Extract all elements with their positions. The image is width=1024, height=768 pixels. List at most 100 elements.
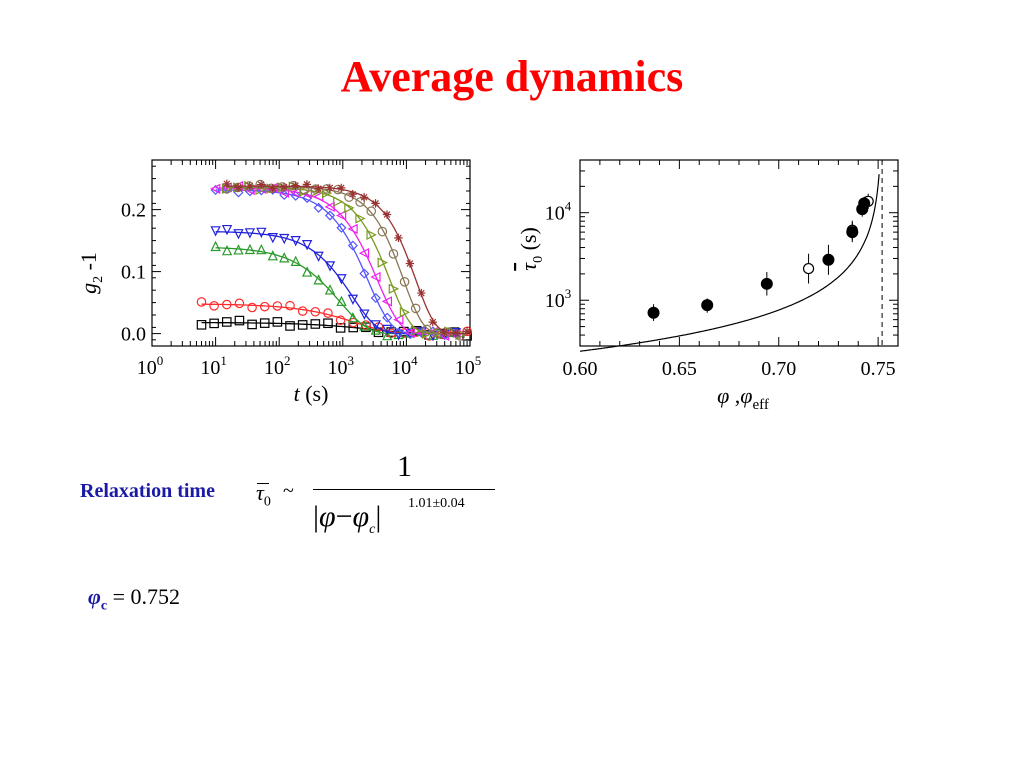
triangle-right-marker <box>366 229 377 241</box>
square-marker <box>259 318 270 328</box>
star-marker <box>314 184 323 193</box>
circle-marker <box>410 303 421 314</box>
triangle-left-marker <box>393 314 404 325</box>
triangle-right-marker <box>322 187 333 199</box>
triangle-right-marker <box>388 283 400 294</box>
triangle-up-marker <box>233 244 244 255</box>
triangle-right-marker <box>399 307 411 318</box>
tau0-symbol: τ0 <box>256 480 271 510</box>
circle-marker <box>422 324 432 335</box>
triangle-down-marker <box>301 239 313 251</box>
circle-marker <box>247 302 257 313</box>
circle-marker <box>335 315 346 326</box>
star-marker <box>440 328 449 337</box>
square-marker <box>196 320 207 330</box>
triangle-left-marker <box>404 327 415 338</box>
diamond-marker <box>290 190 301 201</box>
circle-marker <box>310 306 321 317</box>
triangle-right-marker <box>377 257 388 268</box>
triangle-down-marker <box>279 233 290 245</box>
star-marker <box>405 259 415 268</box>
circle-marker <box>234 298 245 309</box>
triangle-right-marker <box>344 202 355 214</box>
triangle-down-marker <box>233 229 244 240</box>
triangle-up-marker <box>359 320 370 331</box>
square-marker <box>234 315 245 326</box>
triangle-down-marker <box>336 274 347 285</box>
triangle-up-marker <box>210 240 221 252</box>
square-marker <box>348 322 359 333</box>
triangle-left-marker <box>381 296 393 307</box>
x-axis-label: t (s) <box>294 381 329 406</box>
x-tick-label: 103 <box>328 353 355 379</box>
triangle-up-marker <box>336 295 347 307</box>
circle-marker <box>299 185 310 195</box>
diamond-marker <box>382 312 393 323</box>
square-marker <box>285 321 295 331</box>
circle-marker <box>366 206 377 217</box>
triangle-right-marker <box>255 184 266 196</box>
circle-marker <box>361 320 371 330</box>
x-tick-label: 102 <box>264 353 291 379</box>
triangle-down-marker <box>210 226 221 237</box>
square-marker <box>247 319 257 330</box>
circle-marker <box>196 297 207 307</box>
star-marker <box>222 179 231 189</box>
fit-curve <box>226 185 468 335</box>
square-marker <box>310 319 321 329</box>
circle-marker <box>348 317 359 328</box>
star-marker <box>382 210 392 219</box>
proportional-sign: ~ <box>283 480 294 502</box>
diamond-marker <box>393 327 404 338</box>
triangle-up-marker <box>256 243 267 255</box>
x-tick-label: 100 <box>137 353 164 379</box>
triangle-up-marker <box>370 324 381 335</box>
triangle-up-marker <box>221 244 233 256</box>
y-tick-label: 0.1 <box>121 262 146 284</box>
triangle-down-marker <box>256 227 267 239</box>
triangle-up-marker <box>290 255 301 266</box>
diamond-marker <box>359 268 370 279</box>
square-marker <box>323 318 333 329</box>
circle-marker <box>388 249 399 259</box>
triangle-left-marker <box>427 326 438 338</box>
fit-curve <box>226 186 461 335</box>
triangle-right-marker <box>410 325 422 336</box>
circle-marker <box>377 226 388 237</box>
triangle-up-marker <box>347 312 359 323</box>
star-marker <box>451 328 460 337</box>
triangle-right-marker <box>355 213 366 224</box>
triangle-left-marker <box>358 248 370 259</box>
triangle-left-marker <box>370 271 381 283</box>
triangle-down-marker <box>382 324 393 336</box>
star-marker <box>279 182 289 192</box>
diamond-marker <box>313 202 324 213</box>
star-marker <box>302 180 312 189</box>
triangle-up-marker <box>324 284 336 295</box>
diamond-marker <box>336 222 347 233</box>
circle-marker <box>355 197 365 207</box>
x-tick-label: 101 <box>200 353 227 379</box>
relaxation-time-label: Relaxation time <box>80 480 215 502</box>
triangle-left-marker <box>335 210 347 221</box>
diamond-marker <box>347 240 358 251</box>
circle-marker <box>285 300 295 311</box>
triangle-up-marker <box>279 252 290 263</box>
circle-marker <box>399 277 410 287</box>
triangle-up-marker <box>301 266 313 277</box>
y-tick-label: 0.0 <box>121 324 146 346</box>
triangle-down-marker <box>370 320 381 331</box>
square-marker <box>335 323 346 333</box>
star-marker <box>291 181 300 190</box>
triangle-down-marker <box>359 309 370 320</box>
triangle-down-marker <box>290 236 301 247</box>
triangle-left-marker <box>210 183 221 194</box>
circle-marker <box>297 306 308 316</box>
diamond-marker <box>302 193 313 204</box>
fraction-numerator: 1 <box>397 450 412 483</box>
fraction-line <box>313 489 495 490</box>
circle-marker <box>272 301 283 311</box>
star-marker <box>428 317 437 327</box>
fit-curve <box>226 186 461 335</box>
triangle-down-marker <box>324 261 336 272</box>
